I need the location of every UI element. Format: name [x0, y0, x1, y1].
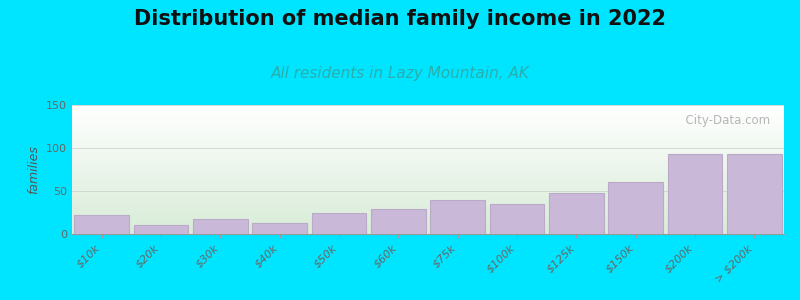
Bar [668, 154, 722, 234]
Text: City-Data.com: City-Data.com [678, 114, 770, 127]
Text: All residents in Lazy Mountain, AK: All residents in Lazy Mountain, AK [270, 66, 530, 81]
Bar [549, 193, 604, 234]
Bar [430, 200, 485, 234]
Bar [252, 223, 307, 234]
Bar [608, 182, 663, 234]
Bar [727, 154, 782, 234]
Bar [74, 215, 129, 234]
Text: Distribution of median family income in 2022: Distribution of median family income in … [134, 9, 666, 29]
Bar [134, 225, 188, 234]
Bar [312, 213, 366, 234]
Bar [371, 209, 426, 234]
Bar [490, 204, 544, 234]
Y-axis label: families: families [27, 145, 41, 194]
Bar [193, 218, 248, 234]
